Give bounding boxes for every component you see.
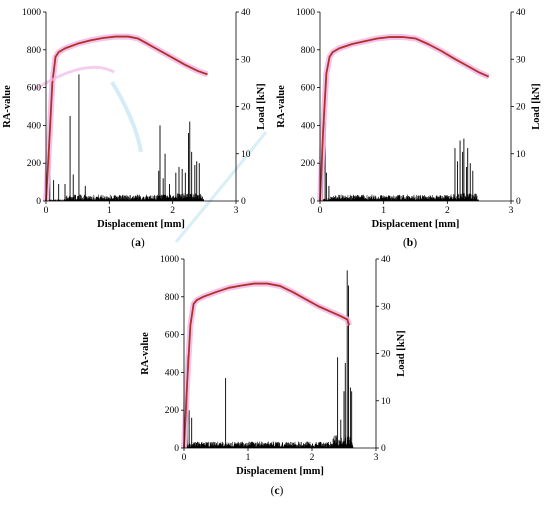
y2-tick-label: 0 <box>381 444 386 454</box>
y2-tick-label: 20 <box>516 103 526 113</box>
panel-label: (b) <box>403 237 417 249</box>
load-curve <box>183 282 350 449</box>
y2-tick-label: 20 <box>381 350 391 360</box>
x-tick-label: 2 <box>445 206 450 216</box>
y2-tick-label: 30 <box>241 55 251 65</box>
y-tick-label: 800 <box>165 293 180 303</box>
x-axis-label: Displacement [mm] <box>372 219 460 230</box>
y-tick-label: 600 <box>165 331 180 341</box>
x-tick-label: 3 <box>509 206 514 216</box>
load-curve <box>319 36 490 202</box>
x-tick-label: 0 <box>182 453 187 463</box>
y-tick-label: 0 <box>174 444 179 454</box>
y-tick-label: 200 <box>165 406 180 416</box>
panel-a: 0 1 2 302004006008001000010203040Displaceme… <box>2 8 268 249</box>
load-curve-halo <box>317 34 490 202</box>
x-axis-label: Displacement [mm] <box>97 219 185 230</box>
y-tick-label: 0 <box>36 197 41 207</box>
y2-tick-label: 30 <box>516 55 526 65</box>
y2-tick-label: 10 <box>241 150 251 160</box>
y-tick-label: 200 <box>27 159 42 169</box>
x-tick-label: 1 <box>107 206 112 216</box>
load-curve <box>45 35 208 202</box>
panel-label: (c) <box>271 485 284 497</box>
panel-c: 0 1 2 302004006008001000010203040Displaceme… <box>140 255 407 497</box>
y-axis-label: RA-value <box>276 85 287 128</box>
y-tick-label: 0 <box>310 197 315 207</box>
x-tick-label: 3 <box>234 206 239 216</box>
x-tick-label: 2 <box>310 453 315 463</box>
y-tick-label: 400 <box>27 121 42 131</box>
x-tick-label: 0 <box>318 206 323 216</box>
y-tick-label: 600 <box>301 84 316 94</box>
y-tick-label: 400 <box>165 368 180 378</box>
x-tick-label: 0 <box>44 206 49 216</box>
y2-tick-label: 0 <box>241 197 246 207</box>
y-tick-label: 400 <box>301 121 316 131</box>
x-tick-label: 3 <box>374 453 379 463</box>
halo-streak <box>33 65 115 92</box>
y2-tick-label: 40 <box>241 8 251 18</box>
halo-streak <box>110 80 143 153</box>
y2-axis-label: Load [kN] <box>256 83 267 129</box>
y2-axis-label: Load [kN] <box>531 83 542 129</box>
halo-streak <box>174 131 268 243</box>
x-tick-label: 2 <box>170 206 175 216</box>
y2-tick-label: 0 <box>516 197 521 207</box>
x-axis-label: Displacement [mm] <box>236 466 324 477</box>
y-tick-label: 800 <box>27 46 42 56</box>
y-axis-label: RA-value <box>140 332 151 375</box>
ra-baseline <box>183 435 354 448</box>
y-tick-label: 600 <box>27 84 42 94</box>
x-tick-label: 1 <box>246 453 251 463</box>
panel-b: 0 1 2 302004006008001000010203040Displaceme… <box>276 8 542 249</box>
y2-axis-label: Load [kN] <box>396 330 407 376</box>
panel-label: (a) <box>131 237 145 249</box>
y2-tick-label: 40 <box>516 8 526 18</box>
y-tick-label: 1000 <box>22 8 41 18</box>
y2-tick-label: 20 <box>241 103 251 113</box>
y2-tick-label: 30 <box>381 302 391 312</box>
x-tick-label: 1 <box>381 206 386 216</box>
y-tick-label: 1000 <box>160 255 179 265</box>
y-axis-label: RA-value <box>2 85 13 128</box>
y-tick-label: 800 <box>301 46 316 56</box>
y-tick-label: 1000 <box>296 8 315 18</box>
y2-tick-label: 40 <box>381 255 391 265</box>
y2-tick-label: 10 <box>381 397 391 407</box>
y2-tick-label: 10 <box>516 150 526 160</box>
y-tick-label: 200 <box>301 159 316 169</box>
